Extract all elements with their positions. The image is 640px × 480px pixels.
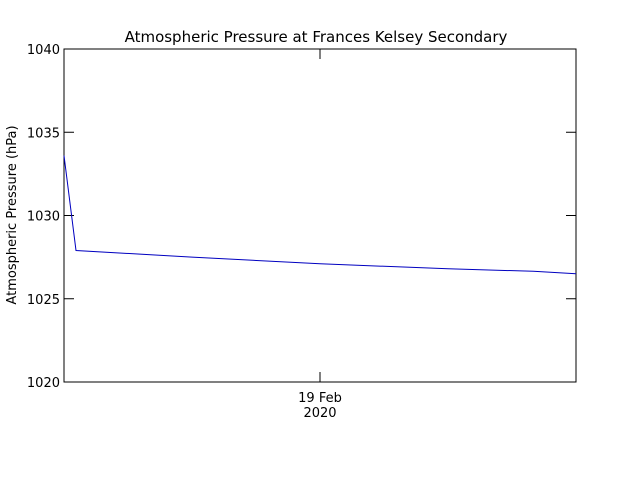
x-tick-label: 19 Feb 2020	[298, 391, 342, 421]
y-axis-label: Atmospheric Pressure (hPa)	[5, 125, 20, 304]
data-line	[63, 155, 577, 275]
y-tick-label: 1020	[27, 376, 60, 391]
y-tick-label: 1035	[27, 126, 60, 141]
y-tick-label: 1040	[27, 43, 60, 58]
y-tick-label: 1025	[27, 293, 60, 308]
y-tick-label: 1030	[27, 210, 60, 225]
chart-title: Atmospheric Pressure at Frances Kelsey S…	[125, 28, 508, 46]
plot-frame	[63, 48, 577, 383]
